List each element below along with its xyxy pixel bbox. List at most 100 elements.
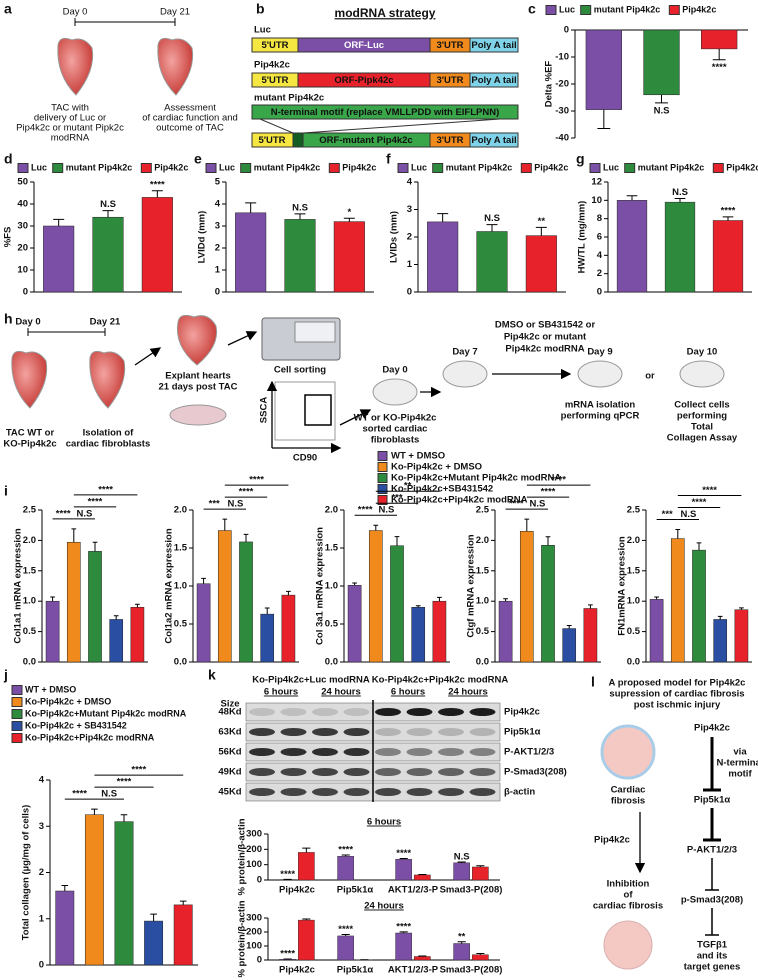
dish-icon (372, 378, 418, 406)
error-bar (91, 808, 98, 815)
error-bar (399, 931, 408, 933)
legend-swatch (377, 495, 388, 505)
y-tick-label: 2 (39, 867, 44, 878)
panel-a: a Day 0 Day 21 TAC with delivery of Luc … (4, 1, 238, 144)
y-tick-label: 2 (407, 232, 412, 243)
blot-band (375, 768, 401, 776)
pathway-node: TGFβ1 (697, 940, 728, 951)
y-tick-label: 200 (246, 844, 262, 855)
y-axis-label: Col1a1 mRNA expression (13, 528, 24, 643)
legend-swatch (377, 473, 388, 483)
motif-label: N-terminal motif (replace VMLLPDD with E… (271, 107, 500, 118)
significance-label: *** (391, 493, 402, 504)
significance-label: ** (404, 481, 412, 492)
y-axis-label: LVIDs (mm) (389, 211, 400, 263)
panel-title: modRNA strategy (335, 6, 436, 20)
caption: WT or KO-Pip4k2c (354, 413, 437, 424)
y-tick-label: 100 (246, 859, 262, 870)
significance-label: **** (551, 475, 566, 486)
error-bar (179, 900, 187, 905)
bar (144, 920, 164, 966)
segment-label: ORF-Luc (344, 40, 384, 51)
blot-band (438, 728, 464, 736)
segment-label: 5'UTR (261, 75, 288, 86)
blot-band (375, 728, 401, 736)
legend-label: Pip4k2c (726, 162, 758, 172)
caption: outcome of TAC (156, 123, 224, 134)
y-tick-label: 0 (257, 955, 262, 966)
y-tick-label: 4 (215, 199, 221, 210)
significance-label: **** (280, 869, 295, 880)
significance-label: N.S (292, 202, 308, 213)
panel-l: l A proposed model for Pip4k2c supressio… (591, 674, 758, 973)
y-tick-label: 4 (597, 250, 603, 261)
legend-label: Luc (219, 162, 235, 172)
inhibit-arrow (703, 737, 721, 792)
dish-label: Day 9 (587, 347, 612, 358)
y-tick-label: 6 (597, 232, 602, 243)
size-label: 63Kd (218, 727, 241, 738)
dish-icon (577, 360, 623, 388)
legend-swatch (545, 5, 557, 15)
panel-letter: e (194, 151, 202, 167)
caption: Isolation of (83, 428, 135, 439)
significance-label: **** (509, 499, 524, 510)
legend-swatch (520, 163, 532, 173)
arrow (134, 347, 162, 366)
y-axis-label: Total collagen (µg/mg of cells) (21, 805, 32, 941)
y-tick-label: 1 (407, 259, 413, 270)
construct-name: Luc (254, 25, 271, 36)
bar (713, 619, 728, 663)
blot-band (406, 728, 433, 736)
legend-label: Luc (603, 162, 619, 172)
legend-swatch (712, 163, 724, 173)
pathway-node: P-AKT1/2/3 (687, 845, 737, 856)
x-tick-label: Pip5k1α (337, 885, 374, 896)
bar (114, 821, 134, 966)
error-bar (712, 48, 726, 61)
significance-label: **** (239, 487, 254, 498)
bar (130, 607, 145, 663)
bar (649, 599, 664, 663)
heart-icon (157, 37, 194, 96)
caption: modRNA (51, 133, 90, 144)
panel-letter: a (4, 1, 12, 17)
chart: 0 -10 -20 -30 -40 Delta %EF c Luc mutant Pip4k2c… (528, 1, 748, 144)
bar (45, 600, 60, 663)
timeline (27, 328, 106, 336)
significance-label: **** (56, 508, 71, 519)
caption: performing qPCR (561, 411, 640, 422)
bar (92, 216, 124, 293)
arrow (339, 409, 372, 426)
caption: Inhibition (607, 879, 650, 890)
significance-label: **** (249, 475, 264, 486)
y-tick-label: 0 (39, 960, 44, 971)
y-tick-label: 1.0 (627, 596, 640, 607)
motif-segment (292, 132, 304, 148)
panel-k-blot: k Ko-Pip4k2c+Luc modRNA Ko-Pip4k2c+Pip4k… (208, 667, 567, 802)
blot-band (438, 748, 464, 756)
caption: Collect cells (674, 400, 729, 411)
chart: 0.0 0.5 1.0 1.5 2.0 2.5 Col1a1 mRNA expression… (4, 483, 148, 668)
panel-letter: c (528, 1, 536, 17)
blot-band (249, 748, 275, 756)
blot-band (280, 768, 307, 776)
blot-band (343, 728, 370, 736)
error-bar (92, 541, 98, 552)
error-bar (437, 596, 442, 602)
y-tick-label: 1.5 (174, 543, 188, 554)
model-title: post ischmic injury (634, 700, 721, 711)
legend-label: mutant Pip4k2c (594, 4, 661, 14)
bar (427, 221, 459, 293)
bar (284, 219, 316, 293)
protein-label: P-Smad3(208) (504, 767, 567, 778)
error-bar (503, 598, 508, 602)
bar (498, 600, 513, 663)
error-bar (286, 590, 291, 596)
legend-label: Ko-Pip4k2c + SB431542 (25, 720, 127, 730)
legend-label: Luc (411, 162, 427, 172)
legend-swatch (432, 163, 444, 173)
significance-label: *** (662, 509, 673, 520)
significance-label: N.S (454, 852, 470, 863)
time-label: 24 hours (321, 687, 361, 698)
